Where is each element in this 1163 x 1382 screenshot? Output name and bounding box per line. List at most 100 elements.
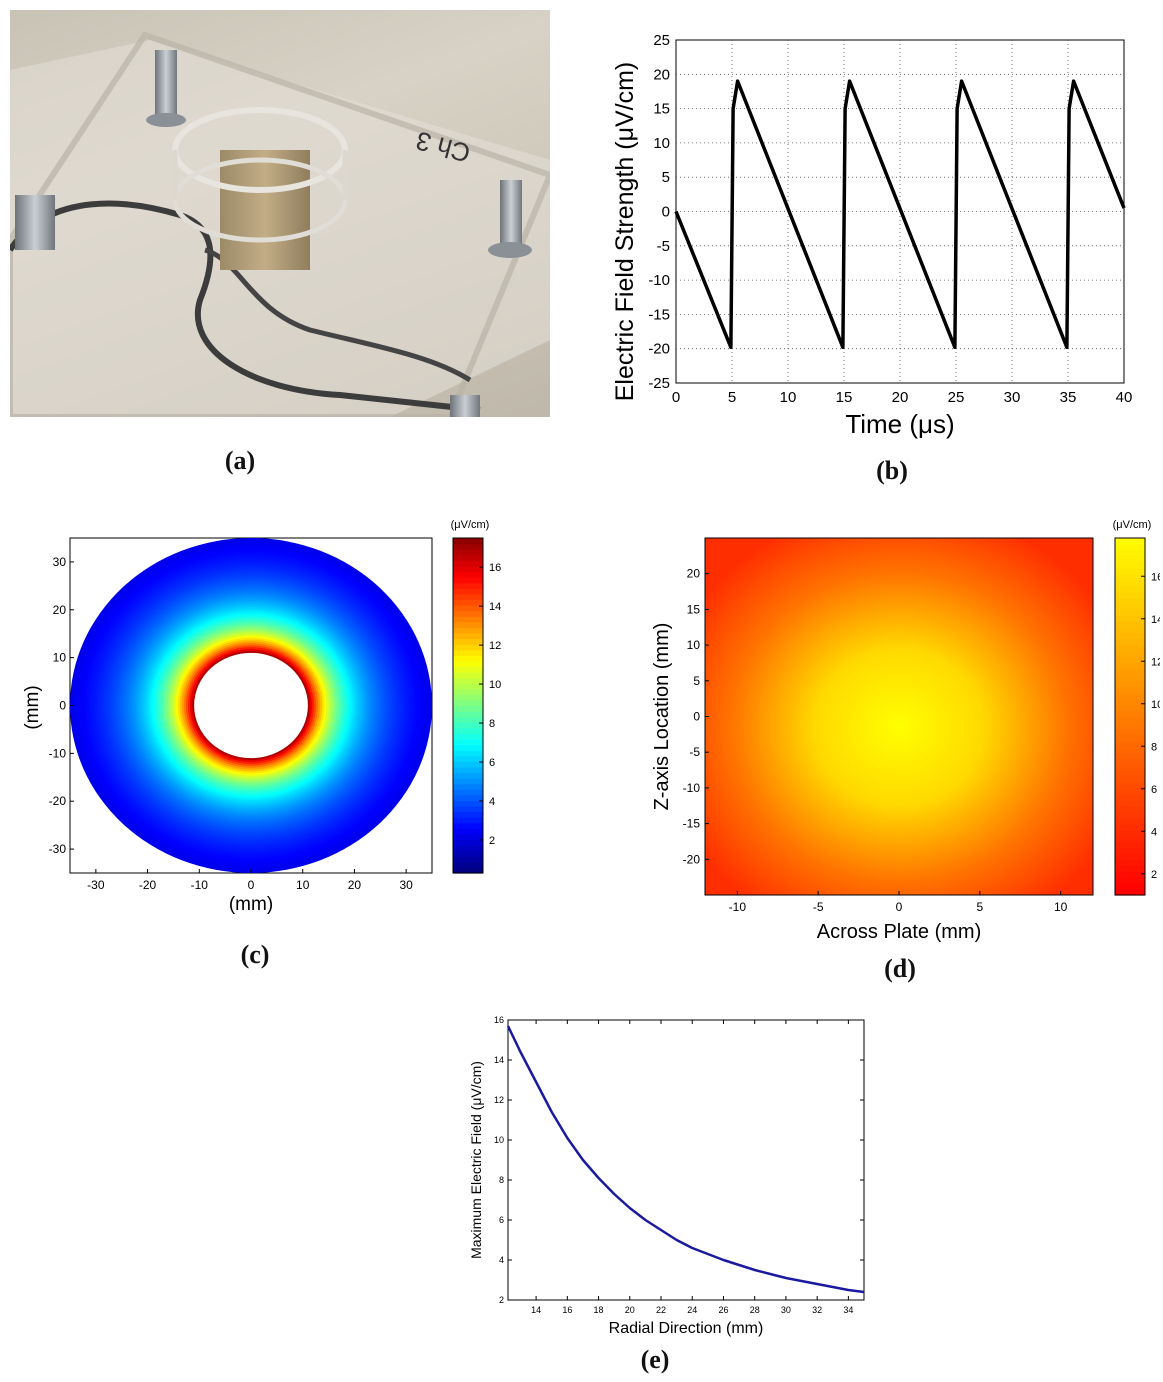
colorbar-segment [453,694,483,701]
x-tick-label: 14 [531,1305,541,1315]
colorbar-segment [453,778,483,785]
colorbar-segment [453,605,483,612]
y-tick-label: -15 [683,817,701,831]
colorbar-tick-label: 8 [1151,741,1157,753]
colorbar-segment [453,850,483,857]
colorbar-segment [453,644,483,651]
colorbar-segment [453,727,483,735]
colorbar-tick-label: 12 [489,640,501,652]
x-tick-label: 24 [687,1305,697,1315]
colorbar-segment [453,789,483,796]
colorbar-segment [1115,883,1145,890]
colorbar-segment [1115,538,1145,545]
x-axis-label: Across Plate (mm) [817,921,981,943]
x-tick-label: 20 [625,1305,635,1315]
colorbar-segment [1115,829,1145,837]
inner-hole [194,652,308,759]
colorbar-segment [453,766,483,774]
colorbar-segment [453,543,483,550]
colorbar-segment [1115,877,1145,884]
y-tick-label: 5 [662,169,670,186]
y-tick-label: 20 [653,66,670,83]
y-tick-label: -30 [49,842,67,856]
colorbar-segment [1115,597,1145,605]
colorbar-segment [1115,758,1145,765]
chart-d-plate-heatmap: -10 -5 0 5 10 -20 -15 -10 -5 0 5 10 15 20 Across Plate… [651,519,1160,943]
y-tick-label: -25 [648,375,670,392]
y-tick-label: 30 [53,555,67,569]
colorbar-segment [453,660,483,668]
x-tick-label: 20 [348,878,362,892]
colorbar-segment [453,649,483,656]
colorbar-segment [1115,591,1145,599]
colorbar-segment [453,666,483,673]
colorbar-tick-label: 4 [1151,826,1157,838]
colorbar-segment [453,739,483,746]
x-tick-label: -20 [139,878,157,892]
colorbar-segment [1115,561,1145,569]
x-tick-label: 30 [781,1305,791,1315]
x-tick-label: 10 [1054,900,1068,914]
series-line [674,79,1126,350]
series-line [506,1025,865,1294]
x-tick-label: 20 [892,389,909,406]
colorbar-segment [453,828,483,835]
colorbar-segment [453,772,483,779]
y-tick-label: 10 [494,1135,504,1145]
colorbar-segment [1115,555,1145,563]
y-axis-label: Z-axis Location (mm) [651,623,673,811]
colorbar-segment [453,610,483,617]
colorbar-segment [453,616,483,623]
colorbar-segment [453,833,483,841]
colorbar-segment [1115,746,1145,753]
x-axis-label: Radial Direction (mm) [609,1320,764,1337]
colorbar-segment [1115,639,1145,646]
y-tick-label: -20 [49,794,67,808]
y-tick-label: 10 [53,651,67,665]
y-tick-label: 6 [499,1215,504,1225]
colorbar-segment [1115,710,1145,718]
colorbar-segment [453,800,483,807]
colorbar-segment [1115,764,1145,771]
x-tick-label: 10 [780,389,797,406]
colorbar-segment [1115,603,1145,610]
colorbar-segment [1115,674,1145,682]
chart-c-radial-heatmap: -30 -20 -10 0 10 20 30 -30 -20 -10 0 10 20 30 (mm) (mm)… [22,519,501,915]
colorbar-tick-label: 10 [1151,699,1160,711]
colorbar-segment [1115,734,1145,741]
colorbar-segment [453,632,483,640]
y-tick-label: -10 [49,746,67,760]
colorbar-segment [453,861,483,869]
colorbar-segment [453,733,483,740]
x-axis-label: Time (μs) [845,409,954,439]
y-tick-label: 10 [653,135,670,152]
colorbar-segment [1115,633,1145,640]
colorbar-segment [453,817,483,824]
colorbar-segment [1115,823,1145,831]
x-tick-label: 10 [296,878,310,892]
colorbar-segment [1115,728,1145,735]
colorbar-segment [1115,740,1145,747]
colorbar-segment [1115,805,1145,813]
y-tick-label: 12 [494,1095,504,1105]
y-tick-label: 10 [687,638,701,652]
x-tick-label: -10 [729,900,747,914]
y-tick-label: -20 [648,341,670,358]
colorbar-segment [1115,799,1145,807]
colorbar-segment [1115,865,1145,872]
x-tick-label: 0 [672,389,680,406]
colorbar-segment [1115,585,1145,593]
x-tick-label: 25 [948,389,965,406]
y-tick-label: 0 [59,699,66,713]
x-tick-label: 18 [594,1305,604,1315]
colorbar-segment [453,783,483,790]
x-tick-label: 16 [562,1305,572,1315]
x-tick-label: 30 [399,878,413,892]
y-tick-label: 15 [687,602,701,616]
colorbar-segment [453,599,483,606]
y-tick-label: 16 [494,1015,504,1025]
colorbar-tick-label: 16 [1151,571,1160,583]
apparatus-illustration: Ch 3 [10,31,550,417]
colorbar-segment [1115,704,1145,712]
caption-b: (b) [876,456,908,485]
